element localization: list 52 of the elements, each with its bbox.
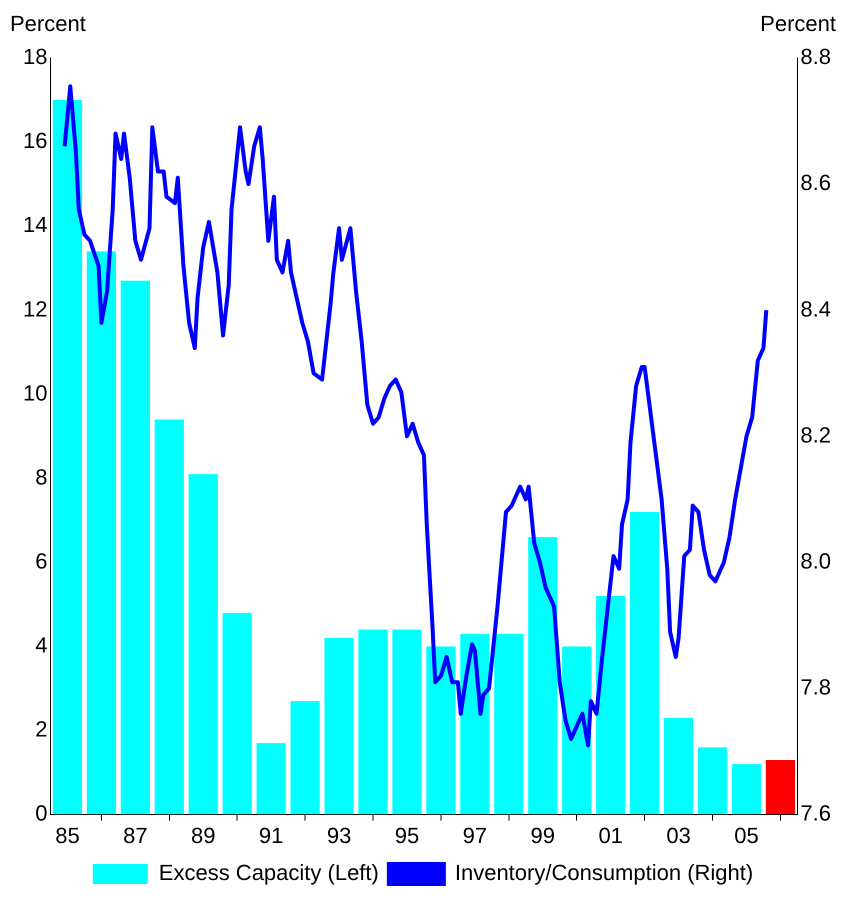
y2-tick-label: 8.8 — [800, 44, 832, 70]
y2-tick-label: 8.2 — [800, 422, 832, 448]
y-tick-label: 12 — [22, 296, 48, 322]
y-tick-label: 18 — [22, 44, 48, 70]
bar — [154, 419, 184, 814]
bar — [732, 764, 762, 814]
y-tick-label: 4 — [35, 632, 48, 658]
bar — [664, 718, 694, 814]
y-tick-label: 0 — [35, 800, 48, 826]
x-tick-label: 99 — [530, 822, 556, 848]
x-tick-label: 85 — [55, 822, 80, 848]
bar — [120, 280, 150, 814]
y-tick-label: 16 — [22, 128, 48, 154]
bar — [290, 701, 320, 814]
bar — [188, 474, 218, 814]
x-tick-label: 87 — [123, 822, 148, 848]
x-tick-label: 05 — [734, 822, 759, 848]
bar — [630, 512, 660, 814]
bar — [494, 634, 524, 814]
y2-tick-label: 7.6 — [800, 800, 832, 826]
y2-tick-label: 8.0 — [800, 548, 832, 574]
y2-tick-label: 8.4 — [800, 296, 832, 322]
bar — [86, 251, 116, 814]
y-tick-label: 8 — [35, 464, 48, 490]
y2-tick-label: 7.8 — [800, 674, 832, 700]
legend-label: Inventory/Consumption (Right) — [454, 860, 754, 886]
y-axis-title: Percent — [10, 11, 86, 36]
bar — [426, 646, 456, 814]
x-tick-label: 91 — [258, 822, 284, 848]
bar — [766, 760, 796, 814]
y2-axis-title: Percent — [760, 11, 836, 36]
y-tick-label: 10 — [22, 380, 48, 406]
legend-label: Excess Capacity (Left) — [158, 860, 379, 886]
y-tick-label: 2 — [35, 716, 48, 742]
bar — [596, 596, 626, 814]
bar — [392, 630, 422, 814]
bar — [256, 743, 286, 814]
bar — [698, 747, 728, 814]
y2-tick-label: 8.6 — [800, 170, 832, 196]
x-tick-label: 97 — [462, 822, 488, 848]
bar — [324, 638, 354, 814]
bar — [528, 537, 558, 814]
x-tick-label: 89 — [191, 822, 216, 848]
bar — [222, 612, 252, 814]
y-tick-label: 6 — [35, 548, 48, 574]
x-tick-label: 95 — [394, 822, 420, 848]
x-tick-label: 03 — [666, 822, 691, 848]
bar — [358, 630, 388, 814]
x-tick-label: 01 — [598, 822, 623, 848]
bar — [52, 100, 82, 814]
x-tick-label: 93 — [326, 822, 352, 848]
y-tick-label: 14 — [22, 212, 48, 238]
